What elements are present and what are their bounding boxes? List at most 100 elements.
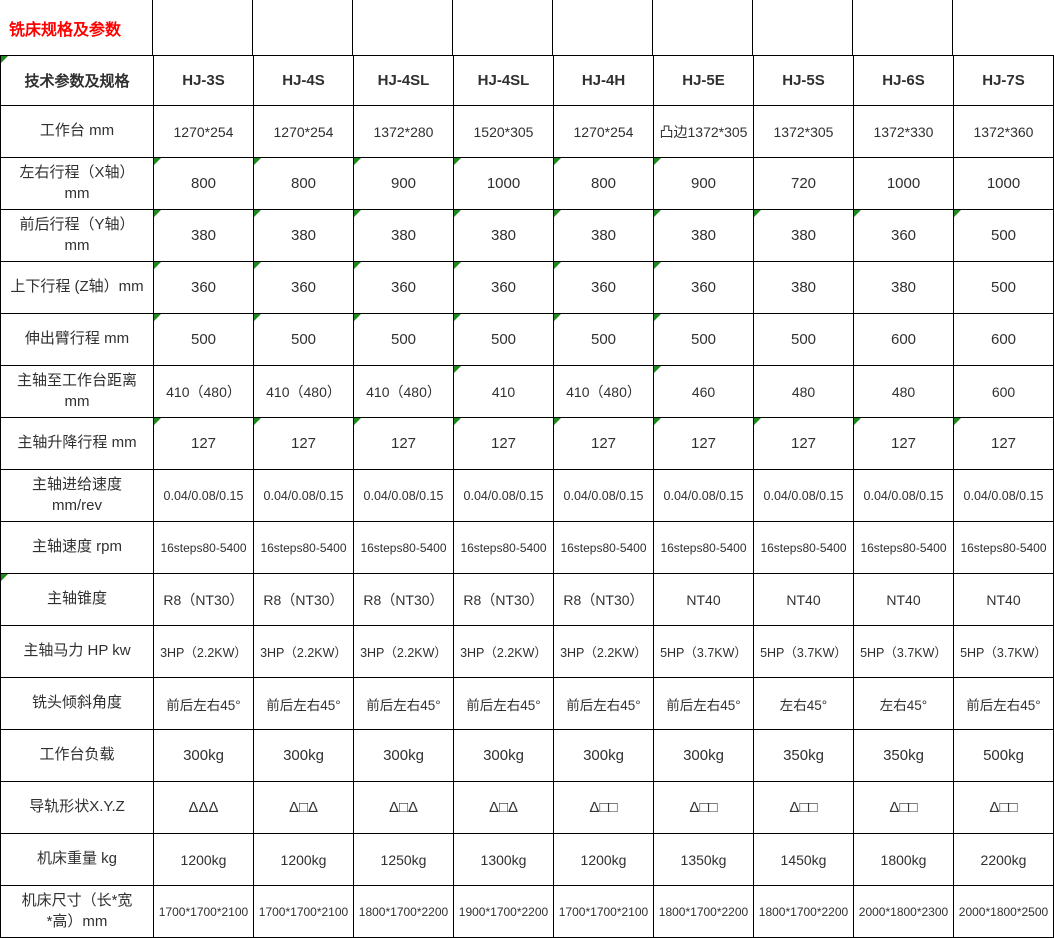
spec-cell[interactable]: 0.04/0.08/0.15 — [353, 469, 454, 522]
column-header-hj-4h[interactable]: HJ-4H — [553, 55, 654, 106]
column-header-hj-6s[interactable]: HJ-6S — [853, 55, 954, 106]
row-label[interactable]: 主轴马力 HP kw — [0, 625, 154, 678]
spec-cell[interactable]: 360 — [553, 261, 654, 314]
spec-cell[interactable]: 1000 — [453, 157, 554, 210]
row-label[interactable]: 工作台 mm — [0, 105, 154, 158]
spec-cell[interactable]: 360 — [453, 261, 554, 314]
spec-cell[interactable]: 1800*1700*2200 — [653, 885, 754, 938]
spec-cell[interactable]: 127 — [453, 417, 554, 470]
column-header-hj-5s[interactable]: HJ-5S — [753, 55, 854, 106]
spec-cell[interactable]: Δ□Δ — [253, 781, 354, 834]
column-header-hj-4s[interactable]: HJ-4S — [253, 55, 354, 106]
spec-cell[interactable]: 16steps80-5400 — [353, 521, 454, 574]
spec-cell[interactable]: 350kg — [853, 729, 954, 782]
spec-cell[interactable]: 800 — [553, 157, 654, 210]
spec-cell[interactable]: 410 — [453, 365, 554, 418]
spec-cell[interactable]: Δ□□ — [753, 781, 854, 834]
spec-cell[interactable]: 127 — [553, 417, 654, 470]
column-header-hj-7s[interactable]: HJ-7S — [953, 55, 1054, 106]
spec-cell[interactable]: 前后左右45° — [353, 677, 454, 730]
spec-cell[interactable]: 350kg — [753, 729, 854, 782]
spec-cell[interactable]: 300kg — [353, 729, 454, 782]
spec-cell[interactable]: 1200kg — [553, 833, 654, 886]
spec-cell[interactable]: 500 — [753, 313, 854, 366]
spec-cell[interactable]: 127 — [653, 417, 754, 470]
spec-cell[interactable]: 500kg — [953, 729, 1054, 782]
row-label[interactable]: 主轴速度 rpm — [0, 521, 154, 574]
spec-cell[interactable]: 410（480） — [253, 365, 354, 418]
spec-cell[interactable]: 380 — [753, 209, 854, 262]
spec-cell[interactable]: 480 — [753, 365, 854, 418]
spec-cell[interactable]: 1000 — [953, 157, 1054, 210]
spec-cell[interactable]: 1200kg — [253, 833, 354, 886]
spec-cell[interactable]: 3HP（2.2KW） — [553, 625, 654, 678]
spec-cell[interactable]: 16steps80-5400 — [853, 521, 954, 574]
row-label[interactable]: 主轴锥度 — [0, 573, 154, 626]
spec-cell[interactable]: R8（NT30） — [453, 573, 554, 626]
spec-cell[interactable]: 127 — [253, 417, 354, 470]
spec-cell[interactable]: 前后左右45° — [653, 677, 754, 730]
spec-cell[interactable]: 1270*254 — [553, 105, 654, 158]
spec-cell[interactable]: 0.04/0.08/0.15 — [553, 469, 654, 522]
spec-cell[interactable]: ΔΔΔ — [153, 781, 254, 834]
spec-cell[interactable]: 前后左右45° — [253, 677, 354, 730]
spec-cell[interactable]: 前后左右45° — [553, 677, 654, 730]
spec-cell[interactable]: 300kg — [253, 729, 354, 782]
spec-cell[interactable]: 360 — [653, 261, 754, 314]
spec-cell[interactable]: 360 — [853, 209, 954, 262]
spec-cell[interactable]: 前后左右45° — [453, 677, 554, 730]
spec-cell[interactable]: 380 — [453, 209, 554, 262]
spec-cell[interactable]: 300kg — [653, 729, 754, 782]
spec-cell[interactable]: 16steps80-5400 — [253, 521, 354, 574]
row-label[interactable]: 上下行程 (Z轴）mm — [0, 261, 154, 314]
spec-cell[interactable]: 410（480） — [553, 365, 654, 418]
spec-cell[interactable]: 127 — [153, 417, 254, 470]
spec-cell[interactable]: 16steps80-5400 — [553, 521, 654, 574]
spec-cell[interactable]: 0.04/0.08/0.15 — [453, 469, 554, 522]
spec-cell[interactable]: R8（NT30） — [353, 573, 454, 626]
spec-cell[interactable]: 前后左右45° — [953, 677, 1054, 730]
spec-cell[interactable]: 0.04/0.08/0.15 — [253, 469, 354, 522]
row-label[interactable]: 工作台负载 — [0, 729, 154, 782]
spec-cell[interactable]: 380 — [653, 209, 754, 262]
spec-cell[interactable]: 0.04/0.08/0.15 — [853, 469, 954, 522]
spec-cell[interactable]: 0.04/0.08/0.15 — [753, 469, 854, 522]
spec-cell[interactable]: 1000 — [853, 157, 954, 210]
spec-cell[interactable]: 1800kg — [853, 833, 954, 886]
spec-cell[interactable]: 900 — [653, 157, 754, 210]
spec-cell[interactable]: NT40 — [753, 573, 854, 626]
spec-cell[interactable]: Δ□Δ — [353, 781, 454, 834]
spec-cell[interactable]: 720 — [753, 157, 854, 210]
spec-cell[interactable]: 16steps80-5400 — [153, 521, 254, 574]
spec-cell[interactable]: 2000*1800*2500 — [953, 885, 1054, 938]
row-label[interactable]: 前后行程（Y轴） mm — [0, 209, 154, 262]
spec-cell[interactable]: 360 — [353, 261, 454, 314]
spec-cell[interactable]: Δ□□ — [553, 781, 654, 834]
spec-cell[interactable]: 360 — [253, 261, 354, 314]
spec-cell[interactable]: 16steps80-5400 — [953, 521, 1054, 574]
spec-cell[interactable]: 前后左右45° — [153, 677, 254, 730]
spec-cell[interactable]: 1700*1700*2100 — [253, 885, 354, 938]
spec-cell[interactable]: 500 — [953, 209, 1054, 262]
spec-cell[interactable]: 900 — [353, 157, 454, 210]
column-header-hj-4sl[interactable]: HJ-4SL — [353, 55, 454, 106]
spec-cell[interactable]: Δ□□ — [653, 781, 754, 834]
spec-cell[interactable]: 1300kg — [453, 833, 554, 886]
spec-cell[interactable]: 1800*1700*2200 — [353, 885, 454, 938]
column-header-hj-4sl[interactable]: HJ-4SL — [453, 55, 554, 106]
spec-cell[interactable]: 5HP（3.7KW） — [953, 625, 1054, 678]
column-header-hj-3s[interactable]: HJ-3S — [153, 55, 254, 106]
spec-cell[interactable]: 1270*254 — [253, 105, 354, 158]
spec-cell[interactable]: 127 — [753, 417, 854, 470]
row-label[interactable]: 伸出臂行程 mm — [0, 313, 154, 366]
spec-cell[interactable]: 800 — [153, 157, 254, 210]
spec-cell[interactable]: 127 — [853, 417, 954, 470]
spec-cell[interactable]: 410（480） — [353, 365, 454, 418]
spec-cell[interactable]: 凸边1372*305 — [653, 105, 754, 158]
spec-cell[interactable]: 360 — [153, 261, 254, 314]
spec-cell[interactable]: 300kg — [553, 729, 654, 782]
row-label[interactable]: 机床重量 kg — [0, 833, 154, 886]
spec-cell[interactable]: R8（NT30） — [253, 573, 354, 626]
spec-cell[interactable]: R8（NT30） — [553, 573, 654, 626]
corner-header-cell[interactable]: 技术参数及规格 — [0, 55, 154, 106]
